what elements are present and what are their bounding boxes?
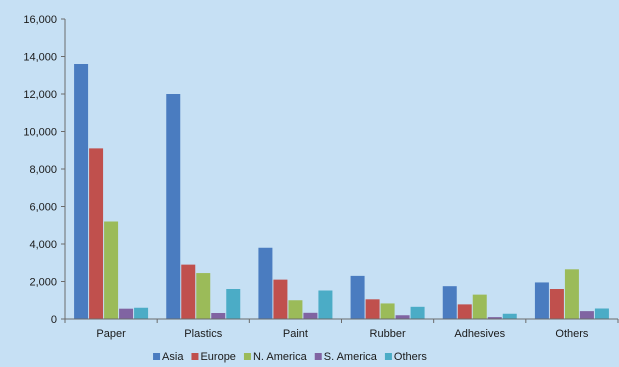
bar bbox=[579, 311, 594, 319]
x-tick-label: Others bbox=[555, 328, 589, 340]
x-tick-label: Rubber bbox=[370, 328, 406, 340]
bar bbox=[410, 306, 425, 319]
bar bbox=[380, 303, 395, 319]
bar bbox=[181, 264, 196, 319]
bar bbox=[74, 64, 89, 319]
bar bbox=[119, 308, 134, 319]
bar bbox=[350, 275, 365, 319]
bar bbox=[104, 221, 119, 319]
legend-label: N. America bbox=[253, 351, 308, 363]
legend-swatch bbox=[153, 353, 161, 360]
bar bbox=[502, 313, 517, 319]
bar bbox=[549, 289, 564, 319]
bar bbox=[226, 289, 241, 319]
y-tick-label: 16,000 bbox=[23, 14, 57, 26]
y-tick-label: 10,000 bbox=[23, 127, 57, 139]
x-tick-label: Plastics bbox=[184, 328, 222, 340]
bar bbox=[211, 313, 226, 319]
y-tick-label: 8,000 bbox=[29, 164, 57, 176]
x-tick-label: Paint bbox=[283, 328, 308, 340]
x-tick-label: Adhesives bbox=[454, 328, 505, 340]
legend-label: Europe bbox=[200, 351, 235, 363]
legend-label: S. America bbox=[324, 351, 378, 363]
bar bbox=[365, 299, 380, 319]
y-tick-label: 12,000 bbox=[23, 89, 57, 101]
bar bbox=[472, 294, 487, 319]
bar bbox=[594, 308, 609, 319]
bars-group bbox=[74, 64, 609, 319]
legend-swatch bbox=[243, 353, 251, 360]
bar bbox=[487, 317, 502, 319]
bar bbox=[303, 312, 318, 319]
legend-label: Asia bbox=[162, 351, 184, 363]
y-tick-label: 14,000 bbox=[23, 52, 57, 64]
bar bbox=[564, 269, 579, 319]
y-tick-label: 4,000 bbox=[29, 239, 57, 251]
bar bbox=[258, 247, 273, 319]
legend-label: Others bbox=[394, 351, 428, 363]
bar bbox=[166, 94, 181, 319]
bar bbox=[273, 279, 288, 319]
bar bbox=[457, 304, 472, 319]
bar bbox=[442, 286, 457, 319]
bar bbox=[534, 282, 549, 319]
y-tick-label: 2,000 bbox=[29, 277, 57, 289]
bar bbox=[288, 300, 303, 319]
bar bbox=[196, 273, 211, 319]
bar bbox=[318, 290, 333, 319]
y-tick-label: 6,000 bbox=[29, 202, 57, 214]
y-tick-label: 0 bbox=[51, 314, 57, 326]
legend-swatch bbox=[384, 353, 392, 360]
bar bbox=[134, 307, 149, 319]
legend-swatch bbox=[314, 353, 322, 360]
legend: Asia Europe N. America S. America Others bbox=[153, 351, 427, 363]
bar bbox=[395, 315, 410, 319]
axes-group: 0 2,000 4,000 6,000 8,000 10,000 12,000 14,000 1… bbox=[23, 14, 619, 340]
bar bbox=[89, 148, 104, 319]
legend-swatch bbox=[191, 353, 199, 360]
x-tick-label: Paper bbox=[96, 328, 126, 340]
